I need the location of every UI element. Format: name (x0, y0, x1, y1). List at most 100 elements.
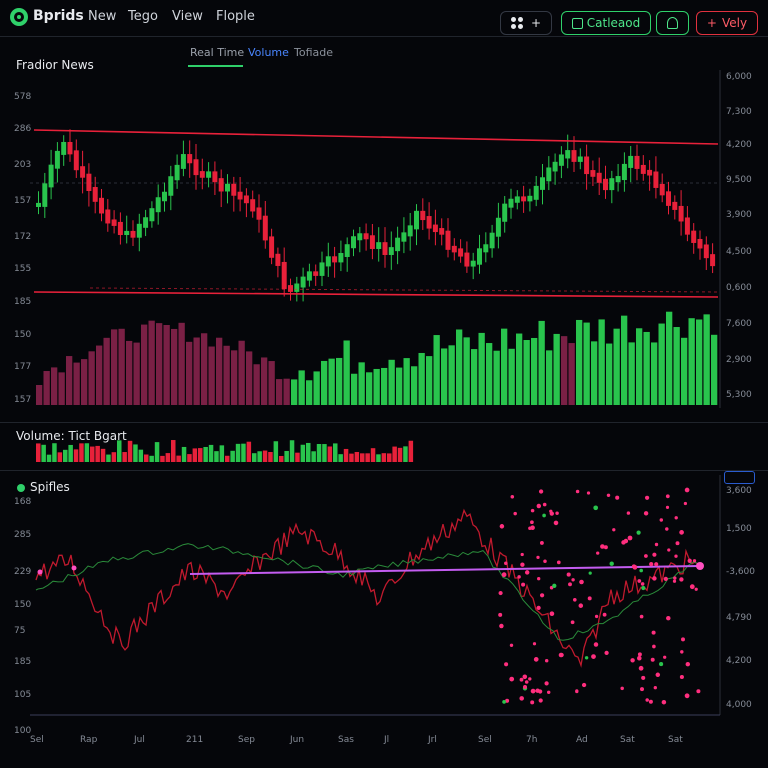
candle-body (143, 217, 149, 228)
volume-bar (261, 357, 268, 405)
volume-bar (231, 350, 238, 405)
tick-bar (187, 454, 192, 462)
spikes-right-tick: -3,600 (726, 567, 756, 577)
candle-body (149, 208, 155, 222)
verify-button[interactable]: + Vely (696, 11, 758, 35)
menu-view[interactable]: View (172, 9, 203, 24)
spike-dot (639, 568, 644, 573)
volume-bar (186, 341, 193, 405)
candle-body (288, 285, 293, 292)
price-left-tick: 157 (14, 196, 32, 206)
spike-dot (654, 542, 659, 547)
menu-flople[interactable]: Flople (216, 9, 255, 24)
candle-body (111, 219, 117, 226)
spike-dot (650, 657, 655, 662)
spike-dot (627, 535, 633, 541)
spike-dot (648, 699, 653, 704)
volume-bar (313, 371, 320, 405)
spike-dot (530, 525, 535, 530)
price-left-tick: 172 (14, 232, 32, 242)
panel-divider-1 (0, 422, 768, 423)
spike-dot (571, 578, 575, 582)
spike-dot (71, 565, 77, 571)
candle-body (256, 207, 262, 220)
spike-dot (543, 559, 547, 564)
candle-body (332, 256, 338, 263)
spike-dot (536, 605, 541, 611)
price-right-tick: 5,300 (726, 390, 752, 400)
spikes-left-tick: 168 (14, 497, 32, 507)
candle-body (99, 197, 104, 214)
candle-body (294, 283, 300, 292)
candle-body (54, 150, 60, 169)
volume-bar (111, 329, 118, 405)
volume-bar (283, 378, 290, 405)
tab-tofiade[interactable]: Tofiade (294, 46, 333, 59)
volume-bar (441, 348, 448, 405)
spike-dot (519, 696, 524, 701)
candle-body (577, 156, 583, 162)
spike-series-red (35, 508, 699, 668)
spikes-badge[interactable] (724, 471, 755, 484)
volume-bar (516, 333, 523, 405)
x-axis-tick: Sas (338, 735, 354, 745)
spike-dot (655, 672, 661, 678)
volume-bar (673, 327, 680, 405)
candle-body (451, 245, 457, 253)
volume-bar (703, 314, 710, 405)
tick-bar (246, 441, 252, 462)
candle-body (199, 171, 205, 178)
layout-button[interactable]: + (500, 11, 552, 35)
tab-real-time[interactable]: Real Time (190, 46, 245, 59)
spike-dot (542, 502, 547, 507)
spike-dot (568, 582, 572, 587)
volume-bar (36, 384, 43, 405)
spike-dot (536, 503, 542, 509)
spike-dot (626, 511, 631, 515)
volume-bar (553, 333, 560, 405)
candle-body (218, 178, 224, 192)
header-divider (0, 36, 768, 37)
tick-bar (46, 454, 52, 462)
spike-dot (538, 489, 544, 494)
volume-bar (576, 319, 583, 405)
volume-bar (463, 337, 470, 405)
tick-bar (338, 454, 343, 462)
calendar-button[interactable]: Catleaod (561, 11, 651, 35)
price-left-tick: 155 (14, 264, 32, 274)
candle-body (42, 183, 48, 207)
volume-bar (711, 334, 718, 405)
tick-bar (387, 453, 392, 462)
candle-body (237, 191, 243, 200)
spike-dot (685, 661, 691, 667)
candle-body (250, 199, 256, 212)
candle-body (615, 176, 621, 183)
tick-bar (354, 451, 360, 462)
spike-dot (584, 656, 589, 660)
spike-dot (575, 689, 579, 694)
volume-bar (141, 324, 148, 405)
candle-body (174, 164, 180, 181)
volume-bar (546, 350, 553, 405)
support-line (33, 291, 719, 298)
menu-tego[interactable]: Tego (128, 9, 158, 24)
volume-bar (411, 366, 418, 405)
tick-bar (316, 443, 322, 462)
spike-dot (661, 699, 667, 705)
tab-volume[interactable]: Volume (248, 46, 289, 59)
volume-bar (403, 358, 410, 405)
candle-body (105, 209, 111, 224)
spike-dot (637, 579, 642, 583)
spike-dot (37, 569, 43, 575)
menu-new[interactable]: New (88, 9, 117, 24)
tick-bar (392, 446, 397, 462)
candle-body (369, 235, 375, 249)
volume-panel-title: Volume: Tict Bgart (16, 429, 127, 443)
lock-button[interactable] (656, 11, 689, 35)
candle-body (306, 271, 312, 281)
spike-dot (684, 487, 690, 493)
spike-dot (665, 527, 669, 531)
candle-body (117, 221, 123, 236)
price-left-tick: 150 (14, 330, 32, 340)
spike-dot (652, 576, 657, 581)
